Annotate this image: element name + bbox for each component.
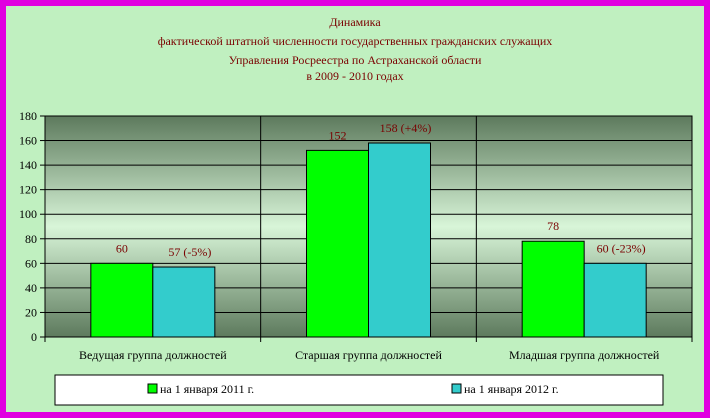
legend-label: на 1 января 2012 г. bbox=[464, 382, 559, 396]
legend: на 1 января 2011 г. на 1 января 2012 г. bbox=[54, 374, 664, 406]
data-label: 152 bbox=[329, 128, 347, 142]
category-label: Младшая группа должностей bbox=[509, 348, 660, 362]
y-tick-label: 160 bbox=[19, 134, 37, 148]
title-line-1: Динамика bbox=[329, 15, 381, 29]
category-label: Старшая группа должностей bbox=[295, 348, 442, 362]
axes: 0 20 40 60 80 100 120 140 160 180 Ведущая группа д… bbox=[19, 109, 693, 362]
y-tick-label: 20 bbox=[25, 305, 37, 319]
data-labels: 60 152 78 57 (-5%) 158 (+4%) 60 (-23%) bbox=[116, 121, 646, 259]
bar bbox=[368, 142, 431, 338]
y-tick-label: 0 bbox=[31, 330, 37, 344]
bars bbox=[90, 142, 647, 338]
title-line-3: Управления Росреестра по Астраханской об… bbox=[229, 53, 482, 67]
title-line-2: фактической штатной численности государс… bbox=[158, 34, 553, 48]
legend-swatch bbox=[147, 383, 158, 394]
y-tick-label: 80 bbox=[25, 232, 37, 246]
data-label: 60 (-23%) bbox=[597, 241, 646, 255]
data-label: 57 (-5%) bbox=[168, 245, 211, 259]
category-label: Ведущая группа должностей bbox=[79, 348, 227, 362]
bar bbox=[90, 262, 154, 338]
y-tick-label: 60 bbox=[25, 256, 37, 270]
legend-swatch bbox=[451, 383, 462, 394]
legend-label: на 1 января 2011 г. bbox=[160, 382, 254, 396]
y-tick-label: 140 bbox=[19, 158, 37, 172]
bar bbox=[521, 240, 585, 338]
chart-title: Динамика фактической штатной численности … bbox=[158, 15, 553, 83]
bar bbox=[583, 262, 647, 338]
bar bbox=[152, 266, 216, 338]
data-label: 60 bbox=[116, 241, 128, 255]
bar bbox=[306, 149, 369, 338]
y-tick-label: 180 bbox=[19, 109, 37, 123]
y-tick-label: 40 bbox=[25, 281, 37, 295]
y-tick-label: 100 bbox=[19, 207, 37, 221]
legend-box bbox=[54, 374, 664, 406]
title-line-4: в 2009 - 2010 годах bbox=[306, 69, 403, 83]
y-tick-label: 120 bbox=[19, 183, 37, 197]
data-label: 78 bbox=[547, 219, 559, 233]
data-label: 158 (+4%) bbox=[380, 121, 432, 135]
